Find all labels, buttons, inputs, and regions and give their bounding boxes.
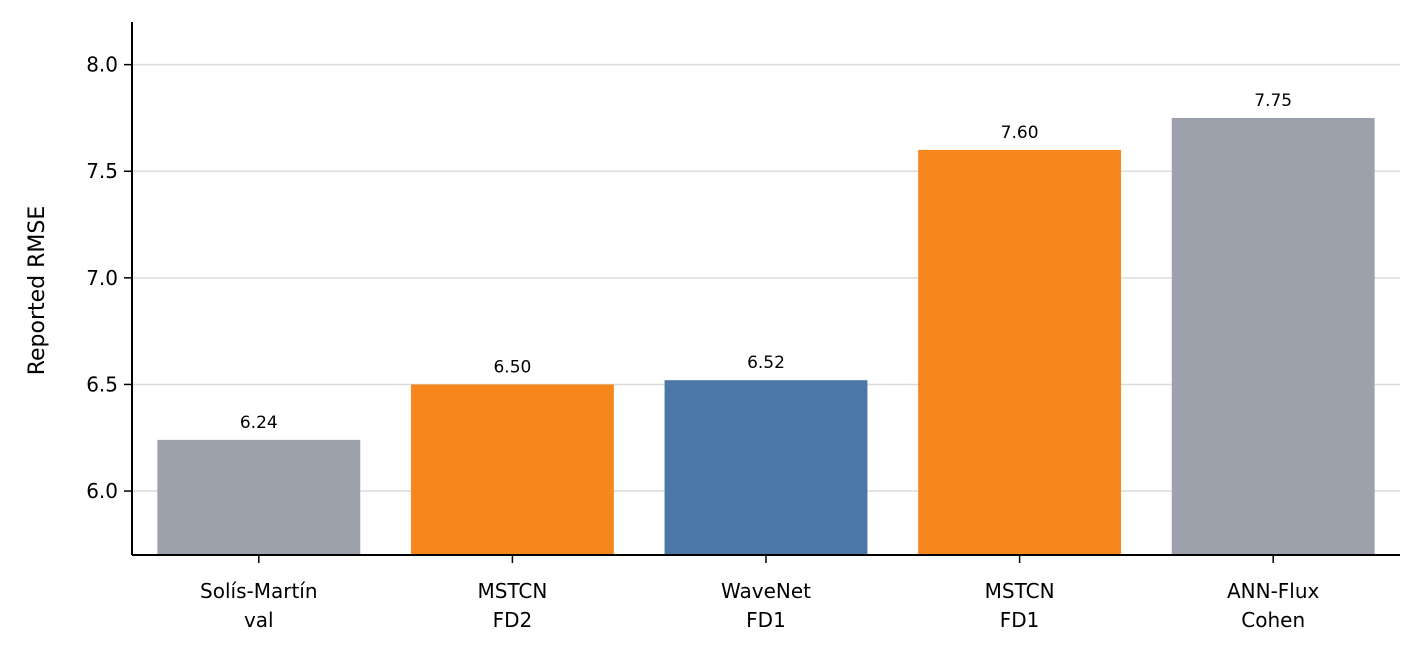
bar xyxy=(664,380,868,555)
data-label: 7.60 xyxy=(1001,123,1039,143)
data-label: 6.50 xyxy=(493,357,531,377)
bar xyxy=(157,439,361,555)
x-tick-label: ANN-Flux Cohen xyxy=(1227,579,1320,632)
bar xyxy=(1171,117,1375,555)
data-label: 6.52 xyxy=(747,353,785,373)
x-tick-label: WaveNet FD1 xyxy=(721,579,811,632)
y-tick-label: 6.0 xyxy=(86,479,118,503)
data-labels: 6.24 6.50 6.52 7.60 7.75 xyxy=(240,91,1292,433)
y-ticks: 6.0 6.5 7.0 7.5 8.0 xyxy=(86,53,132,503)
y-axis-label: Reported RMSE xyxy=(25,206,50,376)
y-tick-label: 7.5 xyxy=(86,159,118,183)
bars xyxy=(157,117,1375,556)
y-tick-label: 7.0 xyxy=(86,266,118,290)
y-tick-label: 8.0 xyxy=(86,53,118,77)
bar xyxy=(410,384,614,555)
x-tick-label: Solís-Martín val xyxy=(200,579,318,632)
x-tick-label: MSTCN FD2 xyxy=(477,579,547,632)
data-label: 6.24 xyxy=(240,413,278,433)
y-tick-label: 6.5 xyxy=(86,372,118,396)
bar xyxy=(918,149,1122,556)
data-label: 7.75 xyxy=(1254,91,1292,111)
x-ticks: Solís-Martín val MSTCN FD2 WaveNet FD1 MSTCN FD… xyxy=(200,555,1320,632)
x-tick-label: MSTCN FD1 xyxy=(985,579,1055,632)
